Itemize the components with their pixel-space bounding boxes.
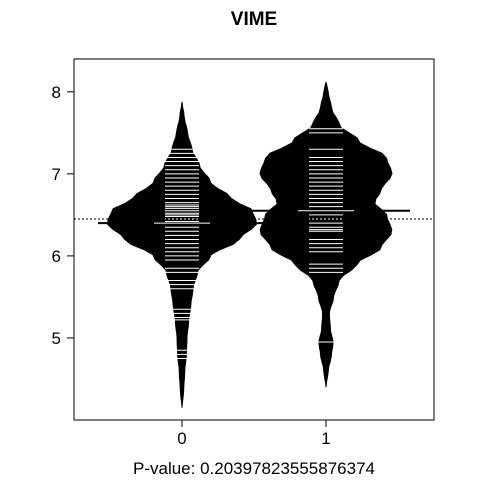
bean-shape-1 (259, 81, 393, 388)
y-tick-label-8: 8 (52, 83, 61, 102)
x-axis-label: P-value: 0.20397823555876374 (133, 459, 375, 478)
x-tick-label-0: 0 (177, 429, 186, 448)
plot-frame (73, 58, 435, 421)
bean-group (98, 81, 410, 408)
y-axis: 5 6 7 8 (52, 83, 74, 348)
bean-shape-0 (106, 101, 258, 408)
y-tick-label-7: 7 (52, 165, 61, 184)
y-tick-label-6: 6 (52, 247, 61, 266)
x-tick-label-1: 1 (321, 429, 330, 448)
chart-title: VIME (231, 9, 277, 30)
y-tick-label-5: 5 (52, 329, 61, 348)
